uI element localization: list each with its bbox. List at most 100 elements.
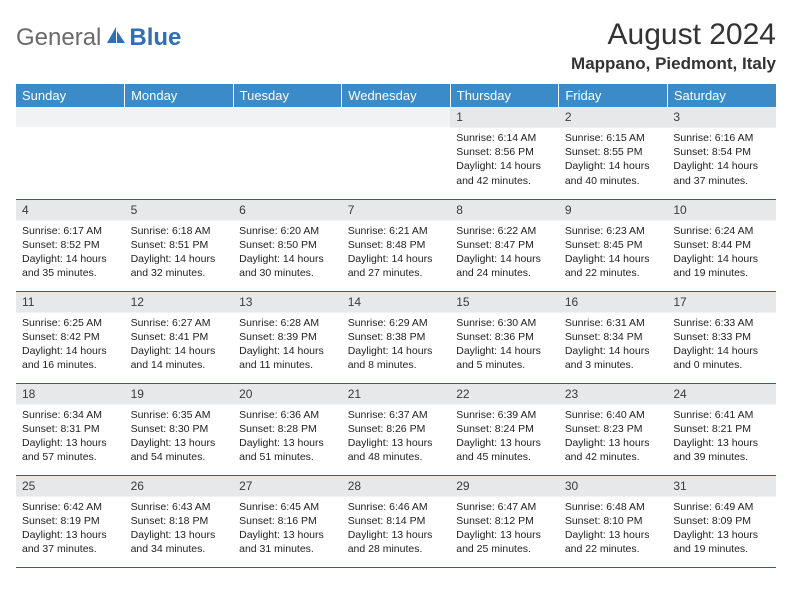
- daylight-line: Daylight: 14 hours and 3 minutes.: [565, 344, 662, 372]
- daynum-empty: [233, 107, 342, 127]
- sunset-line: Sunset: 8:50 PM: [239, 238, 336, 252]
- sunset-line: Sunset: 8:48 PM: [348, 238, 445, 252]
- day-data: Sunrise: 6:46 AMSunset: 8:14 PMDaylight:…: [342, 497, 451, 561]
- day-data: Sunrise: 6:34 AMSunset: 8:31 PMDaylight:…: [16, 405, 125, 469]
- daylight-line: Daylight: 13 hours and 51 minutes.: [239, 436, 336, 464]
- sunset-line: Sunset: 8:12 PM: [456, 514, 553, 528]
- daynum: 16: [559, 292, 668, 313]
- calendar-cell: [342, 107, 451, 199]
- sunset-line: Sunset: 8:51 PM: [131, 238, 228, 252]
- daynum: 9: [559, 200, 668, 221]
- sunrise-line: Sunrise: 6:28 AM: [239, 316, 336, 330]
- sunrise-line: Sunrise: 6:40 AM: [565, 408, 662, 422]
- day-data: Sunrise: 6:36 AMSunset: 8:28 PMDaylight:…: [233, 405, 342, 469]
- day-data: Sunrise: 6:16 AMSunset: 8:54 PMDaylight:…: [667, 128, 776, 192]
- daylight-line: Daylight: 13 hours and 31 minutes.: [239, 528, 336, 556]
- sunset-line: Sunset: 8:36 PM: [456, 330, 553, 344]
- day-data: Sunrise: 6:23 AMSunset: 8:45 PMDaylight:…: [559, 221, 668, 285]
- calendar-cell: 21Sunrise: 6:37 AMSunset: 8:26 PMDayligh…: [342, 383, 451, 475]
- day-data: Sunrise: 6:20 AMSunset: 8:50 PMDaylight:…: [233, 221, 342, 285]
- sunrise-line: Sunrise: 6:17 AM: [22, 224, 119, 238]
- daylight-line: Daylight: 13 hours and 42 minutes.: [565, 436, 662, 464]
- daylight-line: Daylight: 13 hours and 28 minutes.: [348, 528, 445, 556]
- dow-friday: Friday: [559, 84, 668, 107]
- calendar-grid: Sunday Monday Tuesday Wednesday Thursday…: [16, 84, 776, 568]
- sunset-line: Sunset: 8:33 PM: [673, 330, 770, 344]
- day-data: Sunrise: 6:17 AMSunset: 8:52 PMDaylight:…: [16, 221, 125, 285]
- daylight-line: Daylight: 14 hours and 22 minutes.: [565, 252, 662, 280]
- sunset-line: Sunset: 8:19 PM: [22, 514, 119, 528]
- daylight-line: Daylight: 13 hours and 25 minutes.: [456, 528, 553, 556]
- calendar-cell: 29Sunrise: 6:47 AMSunset: 8:12 PMDayligh…: [450, 475, 559, 567]
- daylight-line: Daylight: 14 hours and 40 minutes.: [565, 159, 662, 187]
- sunrise-line: Sunrise: 6:46 AM: [348, 500, 445, 514]
- day-data: Sunrise: 6:35 AMSunset: 8:30 PMDaylight:…: [125, 405, 234, 469]
- daylight-line: Daylight: 13 hours and 22 minutes.: [565, 528, 662, 556]
- sunrise-line: Sunrise: 6:42 AM: [22, 500, 119, 514]
- day-data: Sunrise: 6:45 AMSunset: 8:16 PMDaylight:…: [233, 497, 342, 561]
- sunrise-line: Sunrise: 6:15 AM: [565, 131, 662, 145]
- daylight-line: Daylight: 14 hours and 5 minutes.: [456, 344, 553, 372]
- logo-text-general: General: [16, 24, 101, 52]
- calendar-cell: 28Sunrise: 6:46 AMSunset: 8:14 PMDayligh…: [342, 475, 451, 567]
- sunrise-line: Sunrise: 6:23 AM: [565, 224, 662, 238]
- sunrise-line: Sunrise: 6:48 AM: [565, 500, 662, 514]
- daylight-line: Daylight: 14 hours and 24 minutes.: [456, 252, 553, 280]
- day-data: Sunrise: 6:42 AMSunset: 8:19 PMDaylight:…: [16, 497, 125, 561]
- day-data: Sunrise: 6:22 AMSunset: 8:47 PMDaylight:…: [450, 221, 559, 285]
- sunset-line: Sunset: 8:31 PM: [22, 422, 119, 436]
- sunset-line: Sunset: 8:54 PM: [673, 145, 770, 159]
- day-data: Sunrise: 6:33 AMSunset: 8:33 PMDaylight:…: [667, 313, 776, 377]
- calendar-cell: 18Sunrise: 6:34 AMSunset: 8:31 PMDayligh…: [16, 383, 125, 475]
- calendar-cell: 9Sunrise: 6:23 AMSunset: 8:45 PMDaylight…: [559, 199, 668, 291]
- calendar-cell: 10Sunrise: 6:24 AMSunset: 8:44 PMDayligh…: [667, 199, 776, 291]
- sunrise-line: Sunrise: 6:49 AM: [673, 500, 770, 514]
- sunset-line: Sunset: 8:39 PM: [239, 330, 336, 344]
- sunset-line: Sunset: 8:14 PM: [348, 514, 445, 528]
- daylight-line: Daylight: 13 hours and 45 minutes.: [456, 436, 553, 464]
- daynum: 19: [125, 384, 234, 405]
- sunset-line: Sunset: 8:16 PM: [239, 514, 336, 528]
- day-data: Sunrise: 6:24 AMSunset: 8:44 PMDaylight:…: [667, 221, 776, 285]
- header: General Blue August 2024 Mappano, Piedmo…: [16, 18, 776, 74]
- dow-thursday: Thursday: [450, 84, 559, 107]
- daynum: 2: [559, 107, 668, 128]
- sunrise-line: Sunrise: 6:41 AM: [673, 408, 770, 422]
- sunset-line: Sunset: 8:18 PM: [131, 514, 228, 528]
- day-data: Sunrise: 6:27 AMSunset: 8:41 PMDaylight:…: [125, 313, 234, 377]
- day-data: Sunrise: 6:18 AMSunset: 8:51 PMDaylight:…: [125, 221, 234, 285]
- brand-logo: General Blue: [16, 24, 181, 52]
- calendar-week: 4Sunrise: 6:17 AMSunset: 8:52 PMDaylight…: [16, 199, 776, 291]
- sunset-line: Sunset: 8:38 PM: [348, 330, 445, 344]
- day-data: Sunrise: 6:41 AMSunset: 8:21 PMDaylight:…: [667, 405, 776, 469]
- day-data: Sunrise: 6:37 AMSunset: 8:26 PMDaylight:…: [342, 405, 451, 469]
- daylight-line: Daylight: 14 hours and 42 minutes.: [456, 159, 553, 187]
- daylight-line: Daylight: 14 hours and 30 minutes.: [239, 252, 336, 280]
- daylight-line: Daylight: 14 hours and 16 minutes.: [22, 344, 119, 372]
- day-data: Sunrise: 6:31 AMSunset: 8:34 PMDaylight:…: [559, 313, 668, 377]
- daylight-line: Daylight: 13 hours and 34 minutes.: [131, 528, 228, 556]
- sunset-line: Sunset: 8:41 PM: [131, 330, 228, 344]
- sunrise-line: Sunrise: 6:24 AM: [673, 224, 770, 238]
- daynum: 1: [450, 107, 559, 128]
- sunrise-line: Sunrise: 6:21 AM: [348, 224, 445, 238]
- day-of-week-row: Sunday Monday Tuesday Wednesday Thursday…: [16, 84, 776, 107]
- calendar-cell: 26Sunrise: 6:43 AMSunset: 8:18 PMDayligh…: [125, 475, 234, 567]
- calendar-cell: 7Sunrise: 6:21 AMSunset: 8:48 PMDaylight…: [342, 199, 451, 291]
- day-data: Sunrise: 6:15 AMSunset: 8:55 PMDaylight:…: [559, 128, 668, 192]
- daynum: 25: [16, 476, 125, 497]
- sunrise-line: Sunrise: 6:36 AM: [239, 408, 336, 422]
- day-data: Sunrise: 6:48 AMSunset: 8:10 PMDaylight:…: [559, 497, 668, 561]
- daynum: 31: [667, 476, 776, 497]
- dow-sunday: Sunday: [16, 84, 125, 107]
- daynum: 15: [450, 292, 559, 313]
- calendar-cell: [125, 107, 234, 199]
- daylight-line: Daylight: 13 hours and 48 minutes.: [348, 436, 445, 464]
- daynum: 18: [16, 384, 125, 405]
- sunrise-line: Sunrise: 6:22 AM: [456, 224, 553, 238]
- day-data: Sunrise: 6:25 AMSunset: 8:42 PMDaylight:…: [16, 313, 125, 377]
- sunrise-line: Sunrise: 6:43 AM: [131, 500, 228, 514]
- calendar-cell: 27Sunrise: 6:45 AMSunset: 8:16 PMDayligh…: [233, 475, 342, 567]
- sunrise-line: Sunrise: 6:30 AM: [456, 316, 553, 330]
- calendar-cell: 31Sunrise: 6:49 AMSunset: 8:09 PMDayligh…: [667, 475, 776, 567]
